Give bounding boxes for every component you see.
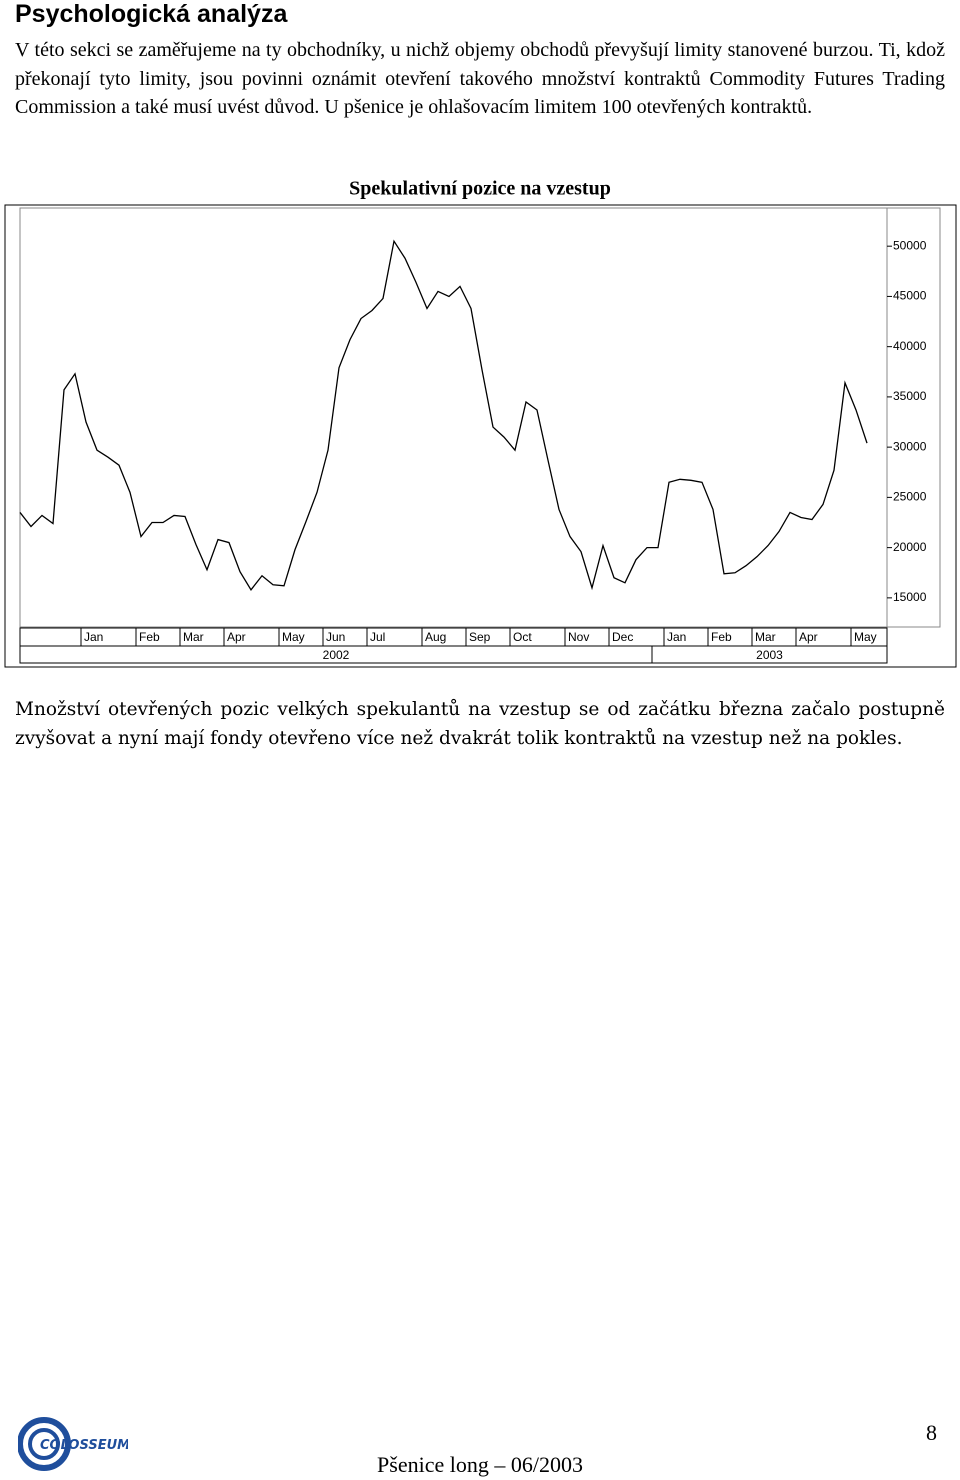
plot-area bbox=[19, 207, 888, 628]
data-line bbox=[19, 239, 868, 591]
y-tick-label: 20000 bbox=[893, 540, 927, 554]
y-tick-label: 35000 bbox=[893, 389, 927, 403]
x-tick-label: Nov bbox=[568, 630, 589, 644]
x-tick-label: Jul bbox=[370, 630, 385, 644]
x-tick-label: Sep bbox=[469, 630, 491, 644]
chart: Spekulativní pozice na vzestup 15000 2000… bbox=[4, 178, 957, 668]
x-tick-label: Aug bbox=[425, 630, 446, 644]
y-tick-label: 40000 bbox=[893, 339, 927, 353]
x-tick-label: May bbox=[282, 630, 305, 644]
x-tick-label: Dec bbox=[612, 630, 633, 644]
x-tick-label: Apr bbox=[227, 630, 246, 644]
y-tick-label: 30000 bbox=[893, 439, 927, 453]
x-tick-label: Jan bbox=[84, 630, 103, 644]
y-tick-label: 25000 bbox=[893, 490, 927, 504]
x-tick-label: Mar bbox=[183, 630, 204, 644]
logo-text: COLOSSEUM bbox=[40, 1438, 128, 1453]
x-tick-label: Jan bbox=[667, 630, 686, 644]
x-tick-label: Oct bbox=[513, 630, 532, 644]
logo: COLOSSEUM bbox=[18, 1417, 128, 1471]
paragraph: V této sekci se zaměřujeme na ty obchodn… bbox=[15, 39, 945, 118]
year-label: 2002 bbox=[323, 648, 350, 662]
y-tick-label: 45000 bbox=[893, 289, 927, 303]
x-tick-label: Feb bbox=[711, 630, 732, 644]
y-tick-label: 50000 bbox=[893, 238, 927, 252]
x-tick-label: Jun bbox=[326, 630, 345, 644]
logo-ring bbox=[28, 1428, 60, 1460]
page-number: 8 bbox=[926, 1420, 937, 1445]
footer: Pšenice long – 06/2003 bbox=[377, 1452, 583, 1477]
y-tick-label: 15000 bbox=[893, 590, 927, 604]
x-tick-label: Apr bbox=[799, 630, 818, 644]
year-row bbox=[19, 645, 888, 664]
paragraph: Množství otevřených pozic velkých spekul… bbox=[15, 699, 945, 749]
x-tick-label: May bbox=[854, 630, 877, 644]
y-axis-area bbox=[886, 207, 941, 628]
x-tick-label: Feb bbox=[139, 630, 160, 644]
chart-title: Spekulativní pozice na vzestup bbox=[349, 178, 611, 200]
logo-ring bbox=[18, 1417, 71, 1471]
heading: Psychologická analýza bbox=[15, 0, 288, 28]
x-tick-label: Mar bbox=[755, 630, 776, 644]
year-label: 2003 bbox=[756, 648, 783, 662]
